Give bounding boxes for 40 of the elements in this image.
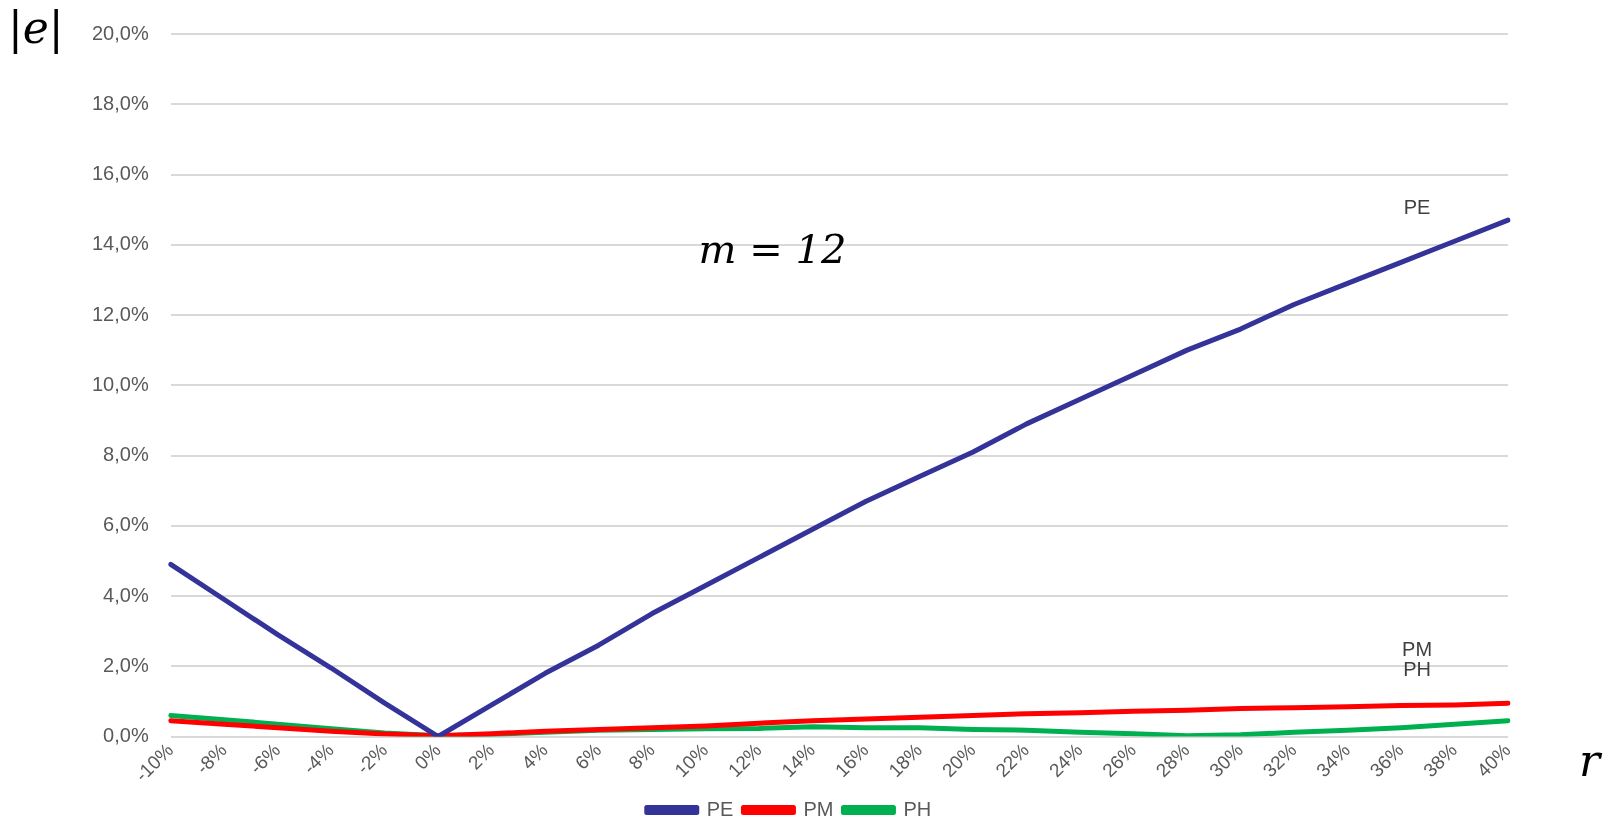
annotation: PM [1402, 637, 1433, 660]
x-tick-label: 8% [624, 739, 659, 774]
y-tick-label: 4,0% [103, 583, 149, 606]
y-tick-label: 8,0% [103, 443, 149, 466]
x-tick-label: -2% [352, 739, 392, 778]
y-tick-label: 6,0% [103, 513, 149, 536]
legend-label: PH [903, 797, 932, 820]
y-tick-label: 10,0% [91, 372, 149, 395]
annotation: PE [1403, 195, 1431, 218]
y-axis-title: |e| [8, 2, 64, 55]
y-tick-label: 18,0% [91, 91, 149, 114]
x-tick-label: -4% [298, 739, 338, 778]
y-tick-label: 2,0% [103, 653, 149, 676]
legend-label: PM [803, 797, 834, 820]
x-tick-label: 10% [670, 739, 713, 781]
x-tick-label: 32% [1258, 739, 1301, 781]
x-tick-label: 12% [723, 739, 766, 781]
x-tick-label: 6% [570, 739, 606, 774]
legend-label: PE [706, 797, 734, 820]
x-tick-label: 16% [830, 739, 873, 781]
x-tick-label: 30% [1205, 739, 1248, 781]
x-tick-label: -8% [191, 739, 231, 778]
y-tick-label: 20,0% [91, 21, 149, 44]
x-tick-label: 4% [517, 739, 552, 774]
x-tick-label: 40% [1472, 739, 1515, 781]
x-tick-label: 38% [1419, 739, 1462, 781]
x-tick-label: 18% [884, 739, 927, 781]
x-tick-label: 34% [1312, 739, 1355, 781]
y-tick-label: 12,0% [91, 302, 149, 325]
y-tick-label: 0,0% [103, 724, 149, 747]
x-tick-label: -6% [245, 739, 285, 778]
x-tick-label: 36% [1365, 739, 1408, 781]
annotation: PH [1403, 657, 1431, 680]
x-tick-label: 14% [777, 739, 820, 781]
x-tick-label: 2% [463, 739, 499, 774]
x-axis-title: r [1578, 735, 1603, 787]
x-tick-label: 0% [410, 739, 445, 774]
annotation: m = 12 [698, 226, 847, 273]
y-tick-label: 16,0% [91, 162, 149, 185]
y-tick-label: 14,0% [91, 232, 149, 255]
